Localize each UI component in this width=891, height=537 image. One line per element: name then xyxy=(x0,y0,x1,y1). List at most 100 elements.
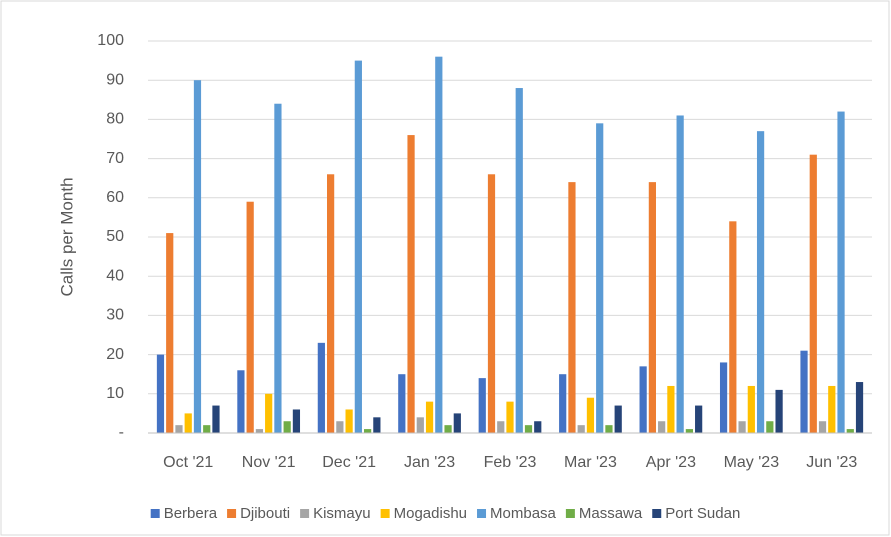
bar xyxy=(747,385,755,433)
bar xyxy=(425,401,434,433)
x-tick-label: Dec '21 xyxy=(322,454,376,471)
legend-swatch xyxy=(300,509,310,518)
bar xyxy=(577,425,585,433)
bar xyxy=(766,421,774,433)
bar xyxy=(648,182,656,433)
bar xyxy=(738,421,746,433)
x-tick-label: Mar '23 xyxy=(564,454,617,471)
y-tick-label: 30 xyxy=(106,307,124,324)
bar xyxy=(800,350,808,433)
bar xyxy=(568,182,576,433)
bar xyxy=(345,409,353,433)
bar xyxy=(203,425,211,433)
bar xyxy=(212,405,220,433)
bar xyxy=(828,385,836,433)
bar xyxy=(317,342,325,433)
bar xyxy=(274,103,282,433)
x-tick-label: Oct '21 xyxy=(163,454,213,471)
bar xyxy=(237,370,245,433)
bar xyxy=(283,421,291,433)
y-tick-label: 70 xyxy=(106,150,124,167)
bar xyxy=(667,385,675,433)
bar xyxy=(292,409,301,433)
bar xyxy=(506,401,514,433)
bar xyxy=(478,378,486,433)
bar xyxy=(559,374,567,433)
bar xyxy=(166,233,174,433)
legend-label: Kismayu xyxy=(313,505,371,522)
bar xyxy=(265,393,273,433)
bar xyxy=(497,421,505,433)
legend-swatch xyxy=(652,509,662,518)
bar xyxy=(435,56,443,434)
bar xyxy=(453,413,461,433)
bar xyxy=(336,421,344,433)
bar xyxy=(639,366,647,433)
bar xyxy=(837,111,845,433)
bar xyxy=(175,425,183,433)
x-tick-label: Nov '21 xyxy=(242,454,296,471)
bar xyxy=(695,405,703,433)
bar xyxy=(327,174,335,433)
y-tick-label: 80 xyxy=(106,111,124,128)
legend-swatch xyxy=(565,509,575,518)
bar xyxy=(193,80,202,433)
bar xyxy=(364,429,372,433)
legend-label: Mogadishu xyxy=(394,505,467,522)
x-tick-label: Apr '23 xyxy=(646,454,696,471)
bar xyxy=(534,421,542,433)
y-axis-title: Calls per Month xyxy=(57,177,76,296)
bar xyxy=(676,115,684,433)
legend-swatch xyxy=(477,509,487,518)
legend-swatch xyxy=(227,509,237,518)
bar xyxy=(407,135,415,433)
bar xyxy=(605,425,613,433)
y-tick-label: 50 xyxy=(106,228,124,245)
legend-label: Djibouti xyxy=(240,505,290,522)
bar xyxy=(398,374,406,433)
x-tick-label: Jan '23 xyxy=(404,454,455,471)
bar xyxy=(846,429,854,433)
bar xyxy=(775,389,783,433)
y-tick-label: 90 xyxy=(106,71,124,88)
x-tick-label: May '23 xyxy=(724,454,780,471)
bar xyxy=(756,131,765,433)
legend-label: Port Sudan xyxy=(665,505,740,522)
bar xyxy=(658,421,666,433)
bar xyxy=(444,425,452,433)
legend-swatch xyxy=(380,509,390,518)
legend-label: Berbera xyxy=(164,505,218,522)
bar xyxy=(255,429,264,433)
bar xyxy=(156,354,165,433)
bar xyxy=(373,417,381,433)
x-tick-label: Feb '23 xyxy=(484,454,537,471)
bar xyxy=(416,417,424,433)
y-tick-label: - xyxy=(119,424,124,441)
y-tick-label: 40 xyxy=(106,267,124,284)
y-tick-label: 60 xyxy=(106,189,124,206)
bar xyxy=(818,421,827,433)
bar xyxy=(184,413,192,433)
bar xyxy=(855,382,864,433)
bar xyxy=(596,123,604,433)
bar xyxy=(246,201,254,433)
bar xyxy=(487,174,496,433)
y-tick-label: 100 xyxy=(97,32,124,49)
bar xyxy=(685,429,693,433)
y-tick-label: 10 xyxy=(106,385,124,402)
bar xyxy=(586,397,595,433)
legend-swatch xyxy=(150,509,160,518)
legend-label: Massawa xyxy=(579,505,643,522)
x-tick-label: Jun '23 xyxy=(806,454,857,471)
y-tick-label: 20 xyxy=(106,346,124,363)
bar xyxy=(719,362,728,433)
bar xyxy=(614,405,622,433)
bar xyxy=(729,221,737,433)
bar xyxy=(809,154,817,433)
legend-label: Mombasa xyxy=(490,505,557,522)
bar xyxy=(515,88,523,433)
bar xyxy=(354,60,362,433)
bar xyxy=(524,425,533,433)
